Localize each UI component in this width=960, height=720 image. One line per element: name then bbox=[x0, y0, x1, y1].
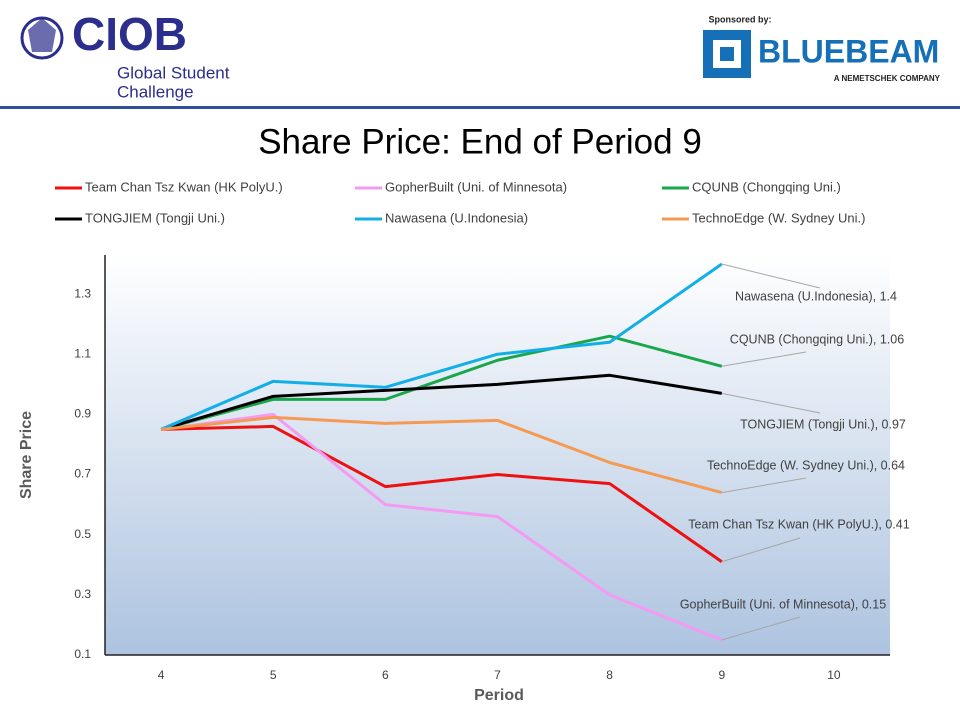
series-line bbox=[160, 334, 723, 431]
x-tick-label: 6 bbox=[382, 668, 389, 682]
series-line bbox=[160, 415, 723, 495]
legend-label: Team Chan Tsz Kwan (HK PolyU.) bbox=[85, 179, 283, 194]
x-tick-label: 4 bbox=[158, 668, 165, 682]
x-tick-label: 7 bbox=[494, 668, 501, 682]
legend-label: GopherBuilt (Uni. of Minnesota) bbox=[385, 179, 567, 194]
legend-label: TONGJIEM (Tongji Uni.) bbox=[85, 210, 225, 225]
y-tick-label: 0.9 bbox=[74, 407, 91, 421]
x-tick-label: 10 bbox=[827, 668, 841, 682]
legend-label: CQUNB (Chongqing Uni.) bbox=[692, 179, 841, 194]
chart-title: Share Price: End of Period 9 bbox=[258, 122, 702, 161]
series-line bbox=[160, 262, 723, 431]
sponsor-tagline: A NEMETSCHEK COMPANY bbox=[834, 74, 941, 83]
series-line bbox=[160, 373, 723, 431]
sponsor: BLUEBEAM bbox=[758, 33, 939, 69]
leader-line bbox=[721, 537, 801, 563]
x-axis-label: Period bbox=[474, 687, 524, 704]
logo-subtitle: Challenge bbox=[117, 82, 194, 101]
leader-line bbox=[721, 392, 821, 414]
y-tick-label: 0.1 bbox=[74, 647, 91, 661]
y-tick-label: 1.1 bbox=[74, 346, 91, 360]
x-tick-label: 8 bbox=[606, 668, 613, 682]
y-tick-label: 0.5 bbox=[74, 527, 91, 541]
logo-subtitle: Global Student bbox=[117, 63, 230, 82]
y-axis-label: Share Price bbox=[18, 411, 35, 499]
x-tick-label: 9 bbox=[718, 668, 725, 682]
legend-label: Nawasena (U.Indonesia) bbox=[385, 210, 528, 225]
series-line bbox=[161, 424, 723, 563]
data-label: GopherBuilt (Uni. of Minnesota), 0.15 bbox=[680, 597, 886, 611]
logo: CIOB bbox=[72, 8, 187, 60]
leader-line bbox=[721, 616, 801, 641]
data-label: Nawasena (U.Indonesia), 1.4 bbox=[735, 289, 897, 303]
bluebeam-icon bbox=[703, 30, 751, 78]
y-tick-label: 0.7 bbox=[74, 467, 91, 481]
ciob-crest bbox=[20, 16, 64, 60]
leader-line bbox=[721, 477, 807, 494]
series-line bbox=[160, 412, 723, 642]
data-label: Team Chan Tsz Kwan (HK PolyU.), 0.41 bbox=[688, 517, 909, 531]
sponsor-note: Sponsored by: bbox=[708, 14, 771, 24]
y-tick-label: 1.3 bbox=[74, 286, 91, 300]
header-rule bbox=[0, 106, 960, 109]
data-label: CQUNB (Chongqing Uni.), 1.06 bbox=[730, 332, 904, 346]
data-label: TechnoEdge (W. Sydney Uni.), 0.64 bbox=[707, 458, 905, 472]
plot-area bbox=[105, 255, 890, 655]
legend-label: TechnoEdge (W. Sydney Uni.) bbox=[692, 210, 865, 225]
data-label: TONGJIEM (Tongji Uni.), 0.97 bbox=[740, 417, 906, 431]
leader-line bbox=[721, 263, 821, 289]
x-tick-label: 5 bbox=[270, 668, 277, 682]
leader-line bbox=[721, 351, 807, 367]
y-tick-label: 0.3 bbox=[74, 587, 91, 601]
